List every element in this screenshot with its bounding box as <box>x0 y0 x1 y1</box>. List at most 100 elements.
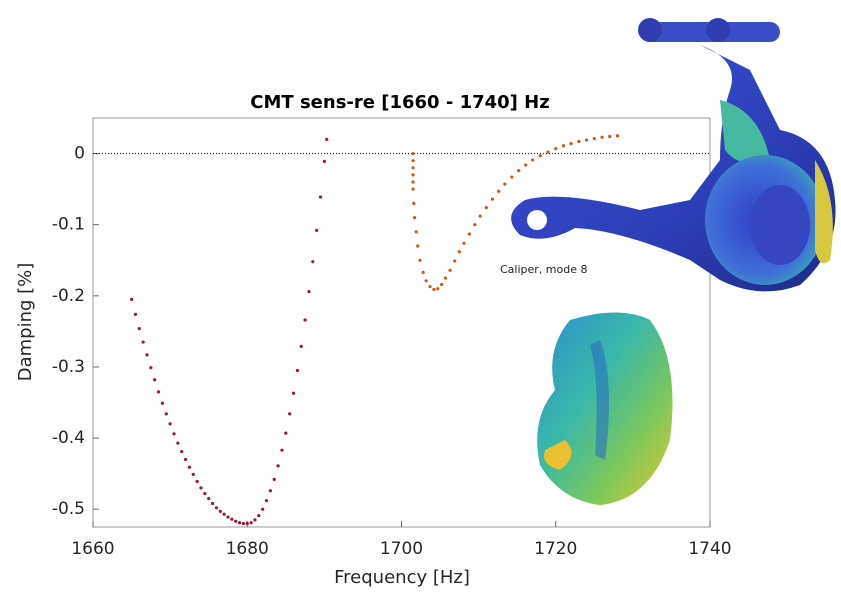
point <box>561 144 566 148</box>
point <box>311 260 315 264</box>
point <box>234 519 238 523</box>
point <box>153 378 157 382</box>
point <box>257 514 261 518</box>
chart-title: CMT sens-re [1660 - 1740] Hz <box>250 92 549 113</box>
point <box>411 187 415 191</box>
point <box>322 159 326 163</box>
point <box>191 472 195 476</box>
point <box>284 431 288 435</box>
point <box>473 223 477 227</box>
point <box>608 134 612 139</box>
y-tick-label: 0 <box>74 144 85 164</box>
y-tick-label: -0.4 <box>52 428 85 448</box>
point <box>325 137 329 141</box>
point <box>411 159 415 163</box>
axes: 0 -0.1 -0.2 -0.3 -0.4 -0.5 1660 1680 1700 1720 174… <box>52 144 732 559</box>
point <box>288 412 292 416</box>
point <box>490 197 495 201</box>
point <box>503 182 507 186</box>
point <box>176 441 180 445</box>
point <box>168 422 172 426</box>
data-layer <box>129 134 620 526</box>
point <box>436 287 440 291</box>
point <box>546 150 550 154</box>
point <box>443 276 448 280</box>
point <box>517 169 521 173</box>
point <box>280 448 284 452</box>
point <box>253 518 257 522</box>
point <box>531 158 535 162</box>
point <box>428 284 432 289</box>
point <box>307 289 311 294</box>
point <box>160 401 165 405</box>
point <box>497 189 501 193</box>
point <box>172 432 176 436</box>
y-tick-label: -0.2 <box>52 286 85 306</box>
point <box>210 501 215 506</box>
point <box>421 270 425 274</box>
point <box>299 344 303 348</box>
annotation: Caliper, mode 8 <box>500 263 588 276</box>
point <box>484 206 488 210</box>
point <box>272 477 276 481</box>
point <box>510 175 514 179</box>
point <box>164 412 168 416</box>
point <box>226 515 230 519</box>
point <box>524 163 528 167</box>
point <box>187 465 192 469</box>
point <box>412 201 416 205</box>
point <box>199 486 203 490</box>
point <box>133 312 138 316</box>
point <box>615 134 620 138</box>
point <box>268 489 272 493</box>
point <box>448 268 452 272</box>
point <box>453 259 457 263</box>
point <box>276 464 280 468</box>
x-tick-label: 1660 <box>71 539 114 559</box>
point <box>569 142 573 146</box>
point <box>195 479 199 484</box>
point <box>264 499 269 503</box>
point <box>411 180 415 184</box>
point <box>222 512 226 516</box>
point <box>462 241 466 245</box>
point <box>318 195 323 199</box>
point <box>600 135 604 139</box>
point <box>145 353 149 357</box>
point <box>413 215 417 220</box>
point <box>416 244 420 248</box>
point <box>411 173 415 177</box>
point <box>129 297 134 301</box>
point <box>207 496 211 501</box>
point <box>554 146 558 151</box>
point <box>418 258 422 262</box>
point <box>180 450 184 454</box>
point <box>245 521 249 526</box>
point <box>214 506 218 510</box>
x-tick-label: 1680 <box>226 539 269 559</box>
point <box>538 154 542 158</box>
x-axis-label: Frequency [Hz] <box>334 567 470 588</box>
point <box>237 521 242 525</box>
point <box>261 507 265 511</box>
point <box>424 279 428 283</box>
x-tick-label: 1700 <box>380 539 423 559</box>
point <box>203 491 207 496</box>
y-axis-label: Damping [%] <box>15 263 36 382</box>
y-tick-label: -0.1 <box>52 215 85 235</box>
x-tick-label: 1720 <box>534 539 577 559</box>
point <box>411 151 415 156</box>
point <box>457 250 461 254</box>
x-tick-label: 1740 <box>688 539 731 559</box>
point <box>249 521 253 525</box>
point <box>478 214 482 218</box>
point <box>432 287 436 292</box>
point <box>149 366 153 370</box>
point <box>241 521 245 526</box>
point <box>315 228 319 232</box>
point <box>137 326 141 331</box>
point <box>577 139 581 144</box>
point <box>585 138 589 142</box>
point <box>467 232 471 236</box>
